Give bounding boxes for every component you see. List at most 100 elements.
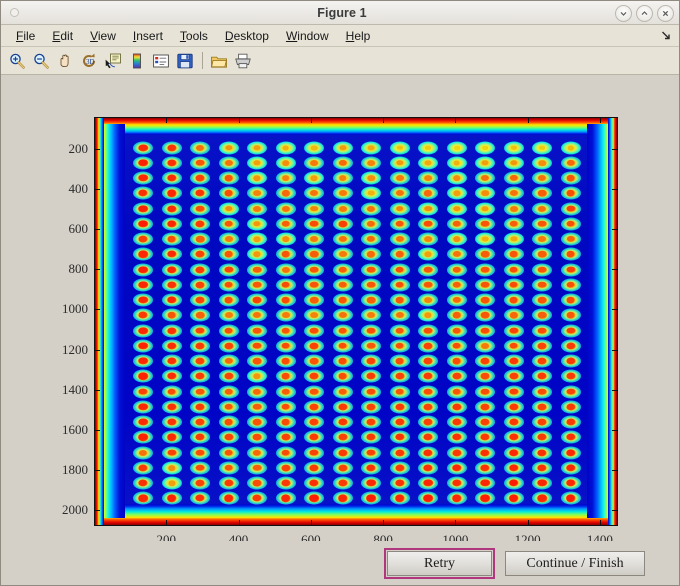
spot-core (282, 145, 290, 151)
heatmap-spot (300, 384, 329, 399)
retry-button[interactable]: Retry (387, 551, 492, 576)
menu-item-edit[interactable]: Edit (44, 27, 82, 45)
spot-core (537, 327, 547, 334)
heatmap-spot (443, 262, 472, 277)
heatmap-spot (357, 216, 386, 231)
menu-item-help[interactable]: Help (338, 27, 380, 45)
spot-core (565, 494, 576, 503)
spot-core (281, 220, 290, 228)
spot-core (510, 160, 518, 166)
legend-icon[interactable] (150, 50, 172, 72)
spot-core (452, 418, 462, 426)
heatmap-spot (357, 476, 386, 491)
spot-core (396, 160, 404, 166)
heatmap-spot (129, 338, 158, 353)
menu-item-desktop[interactable]: Desktop (217, 27, 278, 45)
heatmap-spot (158, 155, 187, 170)
zoom-out-icon[interactable] (30, 50, 52, 72)
spot-core (138, 479, 148, 487)
spot-core (537, 388, 547, 395)
spot-core (566, 312, 575, 319)
heatmap-spot (443, 140, 472, 155)
spot-core (338, 357, 348, 365)
spot-core (538, 281, 547, 289)
x-axis-tick (310, 117, 312, 123)
heatmap-spot (528, 445, 557, 460)
menu-item-view[interactable]: View (82, 27, 125, 45)
spot-core (167, 250, 177, 258)
save-figure-icon[interactable] (174, 50, 196, 72)
undock-arrow-icon[interactable] (660, 29, 672, 41)
spot-core (481, 160, 489, 166)
spot-core (338, 479, 348, 487)
y-axis-tick (94, 469, 100, 471)
heatmap-spot (272, 491, 301, 506)
heatmap-spot (329, 476, 358, 491)
print-icon[interactable] (232, 50, 254, 72)
heatmap-spot (471, 338, 500, 353)
spot-core (138, 250, 148, 258)
heatmap-spot (500, 186, 529, 201)
heatmap-spot (243, 460, 272, 475)
heatmap-spot (300, 140, 329, 155)
menu-item-insert[interactable]: Insert (125, 27, 172, 45)
spot-core (423, 357, 433, 365)
spot-core (566, 479, 576, 487)
heatmap-spot (329, 277, 358, 292)
close-button[interactable] (657, 5, 674, 22)
zoom-in-icon[interactable] (6, 50, 28, 72)
minimize-button[interactable] (615, 5, 632, 22)
heatmap-spot (158, 369, 187, 384)
spot-core (423, 342, 433, 350)
spot-core (509, 312, 518, 319)
window-menu-icon[interactable] (10, 8, 19, 17)
heatmap-spot (471, 384, 500, 399)
heatmap-spot (414, 399, 443, 414)
colorbar-icon[interactable] (126, 50, 148, 72)
spot-core (167, 220, 177, 228)
x-axis-tick (383, 117, 385, 123)
spot-core (395, 220, 404, 228)
spot-core (252, 296, 262, 304)
continue-finish-button[interactable]: Continue / Finish (505, 551, 645, 576)
spot-core (281, 494, 291, 502)
menu-item-file[interactable]: File (8, 27, 44, 45)
heatmap-spot (357, 247, 386, 262)
data-cursor-icon[interactable] (102, 50, 124, 72)
spot-core (509, 190, 518, 197)
spot-core (395, 403, 405, 411)
spot-core (509, 220, 518, 228)
x-axis-tick (238, 117, 240, 123)
heatmap-spot (500, 216, 529, 231)
rotate-3d-icon[interactable]: 3D (78, 50, 100, 72)
y-axis-tick-label: 600 (68, 221, 89, 237)
heatmap-axes[interactable] (94, 117, 618, 526)
heatmap-spot (215, 155, 244, 170)
heatmap-spot (215, 338, 244, 353)
heatmap-spot (158, 460, 187, 475)
spot-core (367, 281, 376, 289)
pan-hand-icon[interactable] (54, 50, 76, 72)
spot-core (225, 205, 233, 212)
spot-core (395, 479, 405, 487)
y-axis-tick (94, 429, 100, 431)
spot-core (338, 418, 348, 426)
spot-core (309, 372, 319, 380)
spot-core (196, 235, 205, 243)
y-axis-tick-label: 400 (68, 181, 89, 197)
spot-core (395, 205, 404, 212)
spot-core (281, 312, 290, 319)
y-axis-tick (94, 309, 100, 311)
menu-item-tools[interactable]: Tools (172, 27, 217, 45)
heatmap-spot (215, 445, 244, 460)
heatmap-spot (158, 430, 187, 445)
heatmap-spot (471, 476, 500, 491)
spot-core (338, 327, 347, 334)
open-folder-icon[interactable] (208, 50, 230, 72)
x-axis-tick (527, 117, 529, 123)
heatmap-spot (129, 354, 158, 369)
menu-item-window[interactable]: Window (278, 27, 338, 45)
spot-core (566, 251, 576, 258)
maximize-button[interactable] (636, 5, 653, 22)
spot-core (224, 327, 234, 334)
